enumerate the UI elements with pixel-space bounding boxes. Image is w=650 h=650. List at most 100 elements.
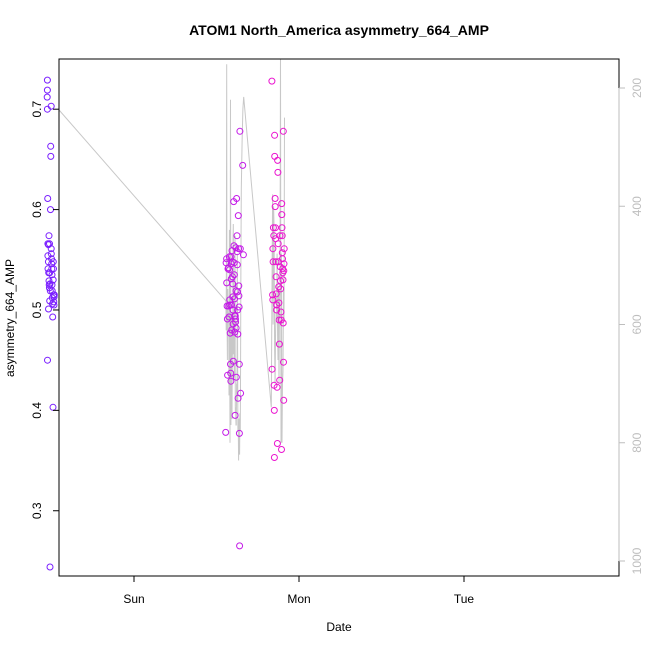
data-point	[50, 298, 58, 306]
data-point	[272, 273, 280, 281]
data-point	[271, 195, 279, 202]
data-point	[269, 245, 277, 253]
y-tick-label: 0.4	[30, 402, 44, 419]
data-point	[232, 315, 239, 323]
data-point	[232, 324, 240, 332]
data-point	[279, 319, 287, 327]
data-point	[269, 291, 277, 299]
data-point	[49, 300, 56, 308]
data-point	[268, 365, 276, 373]
data-point	[233, 232, 241, 240]
data-point	[268, 77, 276, 85]
points-layer	[43, 76, 288, 571]
data-point	[271, 203, 279, 211]
data-point	[235, 360, 243, 368]
secondary-line-layer	[59, 59, 285, 461]
data-point	[47, 102, 55, 110]
x-axis-label: Date	[326, 620, 352, 634]
y2-tick-label: 1000	[630, 547, 644, 574]
data-point	[46, 563, 54, 571]
data-point	[239, 251, 247, 259]
data-point	[229, 273, 236, 281]
data-point	[274, 240, 282, 248]
data-point	[230, 271, 238, 279]
data-point	[278, 211, 286, 219]
data-point	[280, 396, 288, 404]
y2-tick-label: 400	[630, 196, 644, 216]
data-point	[280, 358, 287, 366]
data-point	[236, 542, 244, 550]
axes-layer: 0.3 0.4 0.5 0.6 0.7 Sun Mon Tue 200 400 600 800 1000	[30, 78, 644, 606]
data-point	[235, 303, 243, 311]
x-tick-label: Tue	[454, 592, 475, 606]
data-point	[222, 428, 230, 436]
data-point	[47, 250, 55, 258]
data-point	[273, 306, 281, 314]
data-point	[237, 389, 245, 397]
data-point	[271, 224, 279, 232]
data-point	[234, 212, 242, 220]
y2-tick-label: 800	[630, 432, 644, 452]
y2-tick-label: 600	[630, 314, 644, 334]
data-point	[271, 131, 279, 139]
data-point	[270, 454, 278, 461]
data-point	[273, 383, 281, 391]
data-point	[43, 86, 51, 94]
data-point	[234, 330, 242, 338]
data-point	[275, 340, 283, 348]
y-tick-label: 0.3	[30, 502, 44, 519]
data-point	[278, 446, 285, 453]
data-point	[47, 142, 55, 150]
y-tick-label: 0.5	[30, 301, 44, 318]
data-point	[44, 356, 51, 364]
x-tick-label: Mon	[287, 592, 310, 606]
data-point	[273, 301, 281, 309]
data-point	[235, 292, 243, 300]
data-point	[46, 269, 54, 277]
data-point	[44, 195, 52, 202]
data-point	[239, 161, 247, 169]
data-point	[236, 127, 244, 135]
data-point	[274, 156, 282, 164]
data-point	[275, 299, 283, 307]
data-point	[231, 411, 239, 419]
data-point	[49, 313, 57, 321]
data-point	[223, 315, 231, 323]
data-point	[278, 224, 286, 232]
data-point	[269, 296, 277, 304]
data-point	[228, 301, 235, 309]
data-point	[235, 282, 243, 290]
data-point	[236, 245, 244, 253]
data-point	[278, 200, 286, 208]
data-point	[48, 287, 56, 295]
data-point	[43, 76, 51, 84]
data-point	[43, 93, 51, 101]
data-point	[277, 308, 285, 316]
data-point	[227, 377, 235, 385]
data-point	[278, 232, 286, 240]
data-point	[277, 285, 285, 293]
data-point	[232, 373, 240, 381]
y2-tick-label: 200	[630, 78, 644, 98]
data-point	[269, 258, 277, 266]
data-point	[46, 240, 53, 248]
data-point	[279, 127, 287, 135]
data-point	[233, 195, 241, 202]
secondary-series-line	[59, 59, 285, 461]
data-point	[50, 301, 58, 309]
data-point	[276, 232, 284, 240]
y-tick-label: 0.7	[30, 101, 44, 118]
data-point	[50, 291, 58, 299]
x-tick-label: Sun	[123, 592, 144, 606]
data-point	[47, 245, 55, 253]
y-tick-label: 0.6	[30, 201, 44, 218]
y-axis-label: asymmetry_664_AMP	[3, 259, 17, 377]
data-point	[269, 224, 277, 232]
data-point	[227, 369, 235, 377]
data-point	[233, 261, 241, 269]
data-point	[280, 260, 288, 268]
data-point	[272, 290, 280, 298]
chart-title: ATOM1 North_America asymmetry_664_AMP	[189, 22, 489, 38]
